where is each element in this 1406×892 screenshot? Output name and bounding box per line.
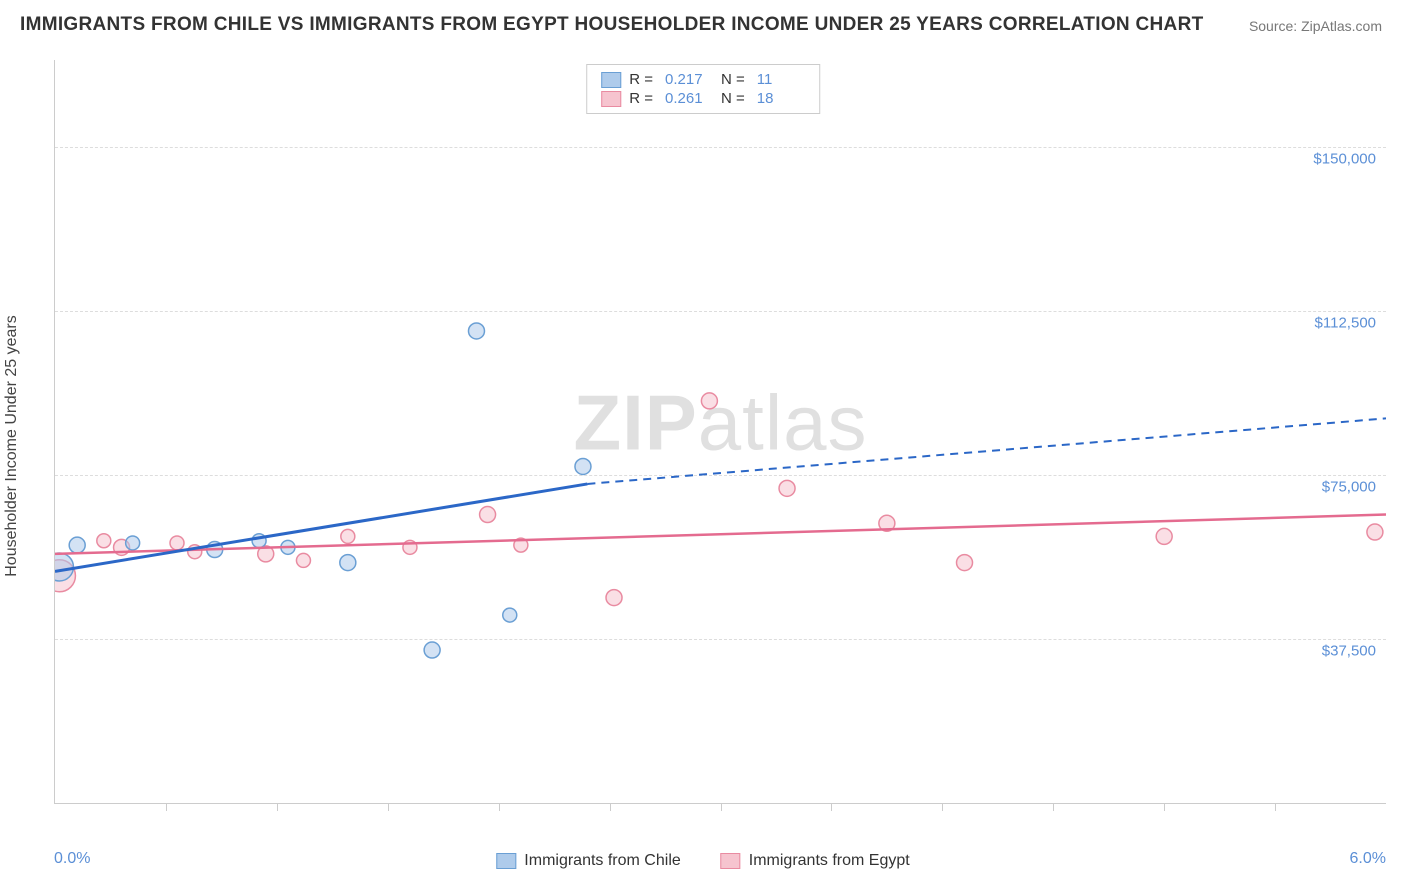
legend-stats-row-egypt: R = 0.261 N = 18 xyxy=(601,90,805,107)
legend-swatch-egypt-icon xyxy=(721,853,741,869)
r-value-chile: 0.217 xyxy=(665,71,713,88)
x-tick xyxy=(942,803,943,811)
legend-swatch-chile-icon xyxy=(496,853,516,869)
y-axis-title: Householder Income Under 25 years xyxy=(3,315,21,576)
x-tick xyxy=(1053,803,1054,811)
n-label-chile: N = xyxy=(721,71,745,88)
n-value-chile: 11 xyxy=(757,71,805,88)
source-label: Source: ZipAtlas.com xyxy=(1249,18,1382,34)
x-tick xyxy=(1275,803,1276,811)
chart-svg xyxy=(55,60,1386,803)
n-label-egypt: N = xyxy=(721,90,745,107)
n-value-egypt: 18 xyxy=(757,90,805,107)
r-value-egypt: 0.261 xyxy=(665,90,713,107)
x-tick xyxy=(277,803,278,811)
x-tick xyxy=(610,803,611,811)
r-label-chile: R = xyxy=(629,71,653,88)
x-tick xyxy=(388,803,389,811)
x-tick xyxy=(166,803,167,811)
legend-stats-row-chile: R = 0.217 N = 11 xyxy=(601,71,805,88)
legend-item-egypt: Immigrants from Egypt xyxy=(721,852,910,870)
swatch-chile-icon xyxy=(601,72,621,88)
chart-title: IMMIGRANTS FROM CHILE VS IMMIGRANTS FROM… xyxy=(20,14,1204,36)
chart-plot-area: ZIPatlas $37,500$75,000$112,500$150,000 xyxy=(54,60,1386,804)
legend-label-egypt: Immigrants from Egypt xyxy=(749,852,910,870)
r-label-egypt: R = xyxy=(629,90,653,107)
x-axis-min-label: 0.0% xyxy=(54,850,90,868)
x-axis-max-label: 6.0% xyxy=(1350,850,1386,868)
x-tick xyxy=(1164,803,1165,811)
legend-series: Immigrants from Chile Immigrants from Eg… xyxy=(496,852,909,870)
x-tick xyxy=(499,803,500,811)
swatch-egypt-icon xyxy=(601,91,621,107)
x-tick xyxy=(831,803,832,811)
legend-item-chile: Immigrants from Chile xyxy=(496,852,680,870)
legend-stats: R = 0.217 N = 11 R = 0.261 N = 18 xyxy=(586,64,820,114)
legend-label-chile: Immigrants from Chile xyxy=(524,852,680,870)
x-tick xyxy=(721,803,722,811)
